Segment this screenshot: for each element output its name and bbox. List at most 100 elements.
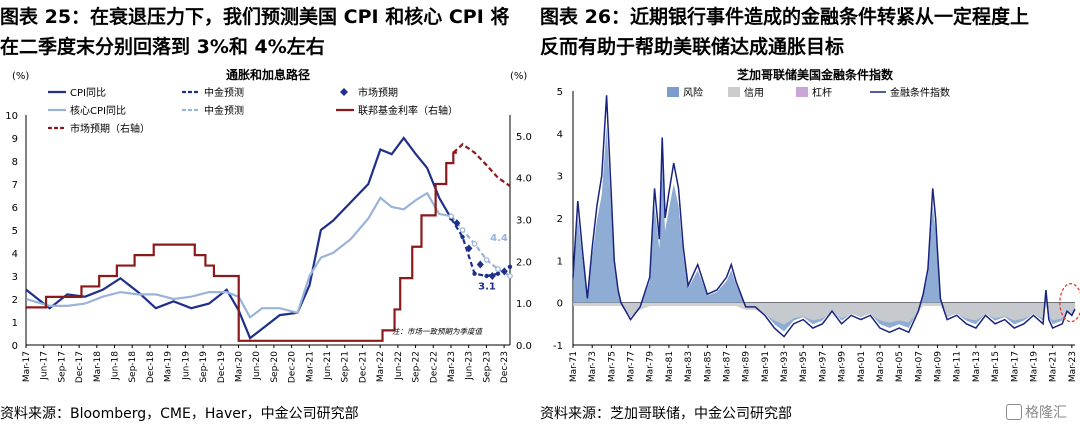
left-xtick-label: Sep-23 (482, 351, 492, 383)
left-xtick-label: Dec-23 (500, 351, 510, 383)
right-ytick-label: 2 (557, 214, 563, 225)
right-xtick-label: Mar-01 (857, 351, 867, 382)
left-series-line (26, 151, 457, 342)
right-xtick-label: Mar-19 (1029, 351, 1039, 382)
right-legend-label: 杠杆 (812, 86, 832, 99)
left-legend-label: CPI同比 (70, 87, 106, 99)
left-ytick-label: 8 (12, 157, 18, 168)
left-xtick-label: Jun-19 (181, 351, 191, 381)
left-legend-label: 市场预期（右轴） (70, 122, 150, 135)
right-xtick-label: Mar-05 (895, 351, 905, 382)
right-chart: 芝加哥联储美国金融条件指数 5 4 3 2 1 0 -1 Mar-71 Mar-73 Mar-75 M… (553, 67, 1080, 382)
right-xtick-label: Mar-87 (722, 351, 732, 382)
right-xtick-label: Mar-75 (607, 351, 617, 382)
right-ytick-label: 1.0 (516, 299, 532, 310)
left-chart-title: 通胀和加息路径 (226, 67, 310, 82)
left-core-label: 4.4 (490, 233, 508, 244)
right-xtick-label: Mar-13 (972, 351, 982, 382)
right-legend-label: 风险 (683, 86, 703, 99)
right-ytick-label: -1 (553, 341, 563, 352)
right-xtick-label: Mar-15 (991, 351, 1001, 382)
left-xtick-label: Jun-23 (465, 351, 475, 381)
left-forecast-point (495, 271, 501, 276)
right-ytick-label: 4 (557, 129, 563, 140)
left-ytick-label: 9 (12, 134, 18, 145)
right-legend-label: 金融条件指数 (890, 86, 950, 99)
right-chart-title: 芝加哥联储美国金融条件指数 (737, 67, 894, 82)
left-market-diamond (488, 272, 496, 280)
left-series-line (450, 217, 511, 278)
left-xtick-label: Sep-20 (270, 351, 280, 383)
right-xtick-label: Mar-81 (665, 351, 675, 382)
left-ytick-label: 4 (12, 249, 18, 260)
right-ytick-label: 0.0 (516, 341, 532, 352)
right-ytick-label: 3.0 (516, 216, 532, 227)
right-ytick-label: 4.0 (516, 174, 532, 185)
right-xtick-label: Mar-89 (742, 351, 752, 382)
right-xtick-label: Mar-07 (914, 351, 924, 382)
left-ytick-label: 7 (12, 180, 18, 191)
left-ytick-label: 1 (12, 318, 18, 329)
right-figure-title: 图表 26：近期银行事件造成的金融条件转紧从一定程度上 反而有助于帮助美联储达成… (540, 6, 1030, 58)
right-xtick-label: Mar-71 (569, 351, 579, 382)
right-ytick-label: 2.0 (516, 257, 532, 268)
right-highlight-ellipse (1059, 283, 1080, 323)
right-legend-swatch (728, 87, 740, 97)
left-legend-label: 核心CPI同比 (70, 104, 126, 117)
left-ytick-label: 5 (12, 226, 18, 237)
left-xtick-label: Mar-18 (93, 351, 103, 382)
right-xtick-label: Mar-11 (953, 351, 963, 382)
right-ytick-label: 1 (557, 256, 563, 267)
right-xtick-label: Mar-79 (646, 351, 656, 382)
left-ytick-label: 2 (12, 295, 18, 306)
right-ytick-label: 5 (557, 87, 563, 98)
left-xtick-label: Dec-17 (75, 351, 85, 383)
left-core-forecast-point (507, 273, 513, 279)
right-xtick-label: Mar-77 (627, 351, 637, 382)
left-xtick-label: Mar-22 (376, 351, 386, 382)
left-xtick-label: Dec-21 (358, 351, 368, 383)
left-core-forecast-point (448, 213, 455, 220)
left-ytick-label: 6 (12, 203, 18, 214)
right-credit-area (573, 302, 1075, 325)
left-xtick-label: Jun-20 (252, 351, 262, 381)
left-panel: 图表 25：在衰退压力下，我们预测美国 CPI 和核心 CPI 将 在二季度末分… (0, 0, 533, 429)
left-forecast-point (507, 264, 513, 269)
right-xtick-label: Mar-21 (1049, 351, 1059, 382)
right-xtick-label: Mar-03 (876, 351, 886, 382)
right-legend-swatch (667, 87, 679, 97)
left-xtick-label: Dec-20 (288, 351, 298, 383)
left-xtick-label: Jun-22 (394, 351, 404, 381)
left-ytick-label: 0 (12, 341, 18, 352)
left-forecast-point (484, 273, 489, 279)
right-ytick-label: 0 (557, 299, 563, 310)
left-note: 注：市场一致预期为季度值 (392, 327, 483, 336)
right-panel: 图表 26：近期银行事件造成的金融条件转紧从一定程度上 反而有助于帮助美联储达成… (540, 0, 1080, 429)
left-chart: 通胀和加息路径 (%) (%) 0 1 2 3 4 5 6 7 8 9 10 0.0 1.0 2.0 3.0 4.0… (5, 67, 532, 383)
right-xtick-label: Mar-95 (799, 351, 809, 382)
left-xtick-label: Mar-17 (22, 351, 32, 382)
watermark-logo-icon (1006, 404, 1022, 420)
left-xtick-label: Sep-18 (128, 351, 138, 383)
left-xtick-label: Dec-18 (146, 351, 156, 383)
left-market-diamond (465, 244, 473, 253)
left-xtick-label: Dec-22 (429, 351, 439, 383)
right-xtick-label: Mar-73 (588, 351, 598, 382)
watermark-text: 格隆汇 (1025, 405, 1067, 421)
left-ytick-label: 3 (12, 272, 18, 283)
left-core-forecast-point (471, 241, 478, 247)
left-legend-label: 市场预期 (358, 86, 398, 99)
left-core-forecast-point (483, 257, 490, 263)
left-xtick-label: Mar-23 (447, 351, 457, 382)
left-core-forecast-point (495, 266, 501, 272)
left-market-diamond (453, 219, 461, 228)
left-xtick-label: Mar-19 (164, 351, 174, 382)
left-xtick-label: Sep-19 (199, 351, 209, 383)
left-series-line (25, 136, 453, 340)
right-ytick-label: 3 (557, 172, 563, 183)
watermark: 格隆汇 (1006, 402, 1067, 422)
left-xtick-label: Jun-18 (111, 351, 121, 381)
left-forecast-point (472, 271, 477, 276)
left-legend-label: 中金预测 (204, 86, 244, 99)
right-risk-area (573, 126, 1075, 332)
